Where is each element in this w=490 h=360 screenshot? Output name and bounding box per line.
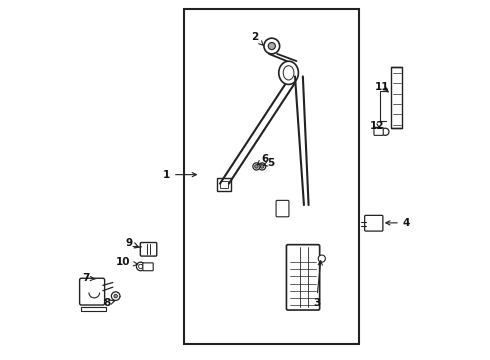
Circle shape — [260, 165, 264, 168]
Circle shape — [268, 42, 275, 50]
FancyBboxPatch shape — [79, 278, 104, 305]
FancyBboxPatch shape — [374, 127, 383, 135]
FancyBboxPatch shape — [276, 201, 289, 217]
Text: 3: 3 — [313, 261, 322, 308]
Text: 11: 11 — [374, 82, 389, 92]
Bar — [184, 9, 359, 344]
Circle shape — [382, 128, 389, 135]
Bar — [217, 178, 231, 191]
Circle shape — [139, 264, 143, 269]
Text: 12: 12 — [370, 121, 385, 131]
Circle shape — [111, 292, 120, 300]
FancyBboxPatch shape — [365, 215, 383, 231]
Bar — [220, 181, 228, 188]
Circle shape — [114, 294, 118, 298]
Circle shape — [136, 262, 145, 271]
Text: 7: 7 — [82, 273, 96, 283]
Circle shape — [259, 163, 266, 170]
Circle shape — [255, 165, 258, 168]
Text: 10: 10 — [116, 257, 138, 267]
Circle shape — [318, 255, 325, 262]
Text: 8: 8 — [104, 298, 115, 308]
Circle shape — [264, 38, 280, 54]
Text: 1: 1 — [163, 170, 196, 180]
Text: 4: 4 — [386, 218, 410, 228]
Text: 9: 9 — [125, 238, 138, 248]
FancyBboxPatch shape — [140, 243, 157, 256]
FancyBboxPatch shape — [287, 245, 319, 310]
Bar — [392, 67, 402, 128]
Circle shape — [253, 163, 260, 170]
Text: 2: 2 — [251, 32, 264, 46]
Bar — [81, 307, 106, 311]
Text: 6: 6 — [257, 154, 268, 165]
FancyBboxPatch shape — [143, 263, 153, 271]
Text: 5: 5 — [263, 158, 275, 168]
